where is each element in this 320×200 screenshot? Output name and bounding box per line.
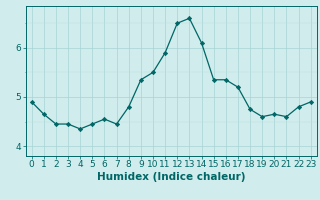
X-axis label: Humidex (Indice chaleur): Humidex (Indice chaleur) — [97, 172, 245, 182]
